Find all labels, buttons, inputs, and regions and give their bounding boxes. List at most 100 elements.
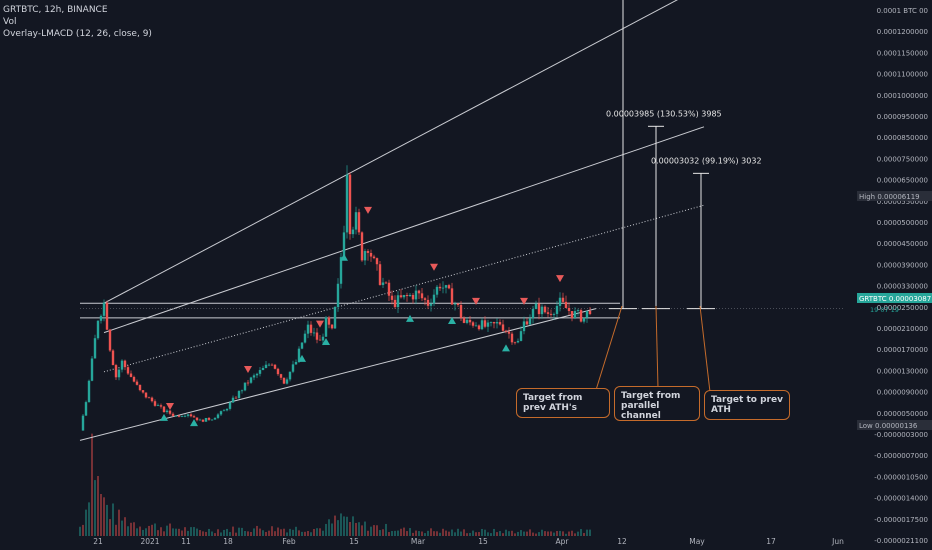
- volume-bar: [418, 531, 420, 536]
- y-tick-label: 0.0000130000: [877, 367, 928, 375]
- candle-body: [477, 325, 481, 330]
- lower-trendline: [79, 308, 597, 441]
- x-tick-label: 2021: [140, 537, 159, 546]
- volume-bar: [394, 530, 396, 536]
- sell-signal: [364, 206, 372, 214]
- volume-bar: [550, 531, 552, 536]
- y-tick-label: 0.0000450000: [877, 240, 928, 248]
- candle-body: [381, 282, 385, 285]
- low-badge-bg: [857, 420, 932, 430]
- volume-bar: [286, 532, 288, 536]
- candle-body: [276, 368, 280, 375]
- candle-body: [408, 294, 412, 297]
- volume-bar: [187, 530, 189, 536]
- candle-body: [429, 303, 433, 306]
- candle-body: [558, 297, 562, 306]
- candle-body: [288, 371, 292, 380]
- volume-bar: [94, 480, 96, 536]
- volume-bar: [265, 531, 267, 536]
- volume-bar: [565, 533, 567, 536]
- volume-bar: [301, 531, 303, 536]
- volume-bar: [499, 531, 501, 536]
- volume-bar: [130, 522, 132, 536]
- volume-bar: [157, 530, 159, 536]
- y-tick-label: -0.0000007000: [874, 452, 928, 460]
- volume-bar: [322, 530, 324, 536]
- volume-bar: [229, 532, 231, 536]
- candle-body: [324, 317, 328, 337]
- volume-bar: [253, 528, 255, 536]
- symbol-line: GRTBTC, 12h, BINANCE: [3, 5, 108, 15]
- volume-bar: [268, 530, 270, 536]
- candle-body: [483, 320, 487, 327]
- candle-body: [123, 360, 127, 368]
- volume-bar: [529, 529, 531, 536]
- x-tick-label: 17: [766, 537, 776, 546]
- candle-body: [228, 402, 232, 409]
- volume-bar: [118, 509, 120, 536]
- volume-bar: [82, 524, 84, 536]
- y-tick-label: 0.0000500000: [877, 219, 928, 227]
- volume-bar: [115, 524, 117, 536]
- y-tick-label: 0.0000250000: [877, 304, 928, 312]
- buy-signal: [322, 338, 330, 346]
- candle-body: [507, 331, 511, 334]
- volume-bar: [136, 528, 138, 536]
- candle-body: [552, 313, 556, 315]
- y-tick-label: 0.0001100000: [877, 71, 928, 79]
- volume-bar: [373, 525, 375, 536]
- x-tick-label: Apr: [556, 537, 570, 546]
- candle-body: [300, 342, 304, 349]
- candle-body: [375, 258, 379, 265]
- volume-bar: [556, 530, 558, 536]
- candle-body: [417, 290, 421, 294]
- volume-bar: [295, 526, 297, 536]
- volume-bar: [91, 433, 93, 536]
- candle-body: [237, 391, 241, 398]
- volume-bar: [304, 531, 306, 536]
- x-tick-label: 18: [223, 537, 233, 546]
- candle-body: [84, 402, 88, 416]
- volume-bar: [346, 516, 348, 536]
- volume-bar: [370, 526, 372, 536]
- candle-body: [129, 373, 133, 377]
- price-badge-bg: [857, 293, 932, 303]
- candle-body: [240, 390, 244, 392]
- volume-bar: [244, 530, 246, 536]
- candle-body: [588, 310, 592, 315]
- volume-bar: [85, 509, 87, 536]
- candle-body: [465, 319, 469, 323]
- volume-bar: [397, 530, 399, 536]
- candle-body: [249, 377, 253, 383]
- volume-bar: [514, 533, 516, 536]
- volume-bar: [103, 497, 105, 536]
- volume-bar: [142, 529, 144, 536]
- volume-bar: [433, 531, 435, 536]
- volume-bar: [280, 529, 282, 536]
- y-tick-label: 0.0000390000: [877, 261, 928, 269]
- x-tick-label: 11: [181, 537, 191, 546]
- y-tick-label: 0.0000210000: [877, 325, 928, 333]
- signal-markers: [160, 206, 564, 427]
- sell-signal: [520, 297, 528, 305]
- volume-bar: [379, 530, 381, 536]
- volume-bar: [580, 529, 582, 536]
- candle-body: [99, 315, 103, 321]
- candle-body: [114, 365, 118, 378]
- candle-body: [225, 408, 229, 411]
- volume-bar: [343, 516, 345, 536]
- volume-bar: [274, 531, 276, 536]
- candle-body: [582, 317, 586, 322]
- candle-body: [516, 340, 520, 343]
- candle-body: [384, 282, 388, 284]
- candle-body: [372, 256, 376, 259]
- candle-body: [81, 415, 85, 431]
- volume-bar: [196, 528, 198, 536]
- candle-body: [366, 251, 370, 253]
- x-tick-label: Jun: [831, 537, 844, 546]
- candle-body: [390, 295, 394, 300]
- volume-bars: [79, 433, 591, 536]
- volume-bar: [391, 531, 393, 536]
- candle-body: [270, 364, 274, 366]
